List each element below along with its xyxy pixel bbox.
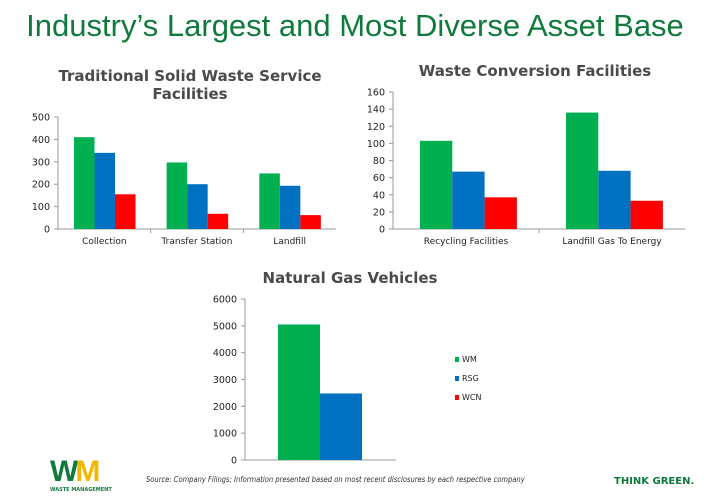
legend-swatch-rsg [455,376,459,381]
y-tick-label: 4000 [213,348,237,359]
x-tick-label: Recycling Facilities [424,237,509,247]
x-tick-label: Transfer Station [160,237,232,247]
chart-title-ngv: Natural Gas Vehicles [262,269,438,287]
y-tick-label: 120 [367,122,385,133]
bar-wcn [207,213,229,229]
y-tick-label: 60 [373,173,385,184]
y-tick-label: 300 [32,157,50,168]
bar-rsg [452,171,485,229]
y-tick-label: 160 [367,88,385,99]
y-tick-label: 20 [373,207,385,218]
x-tick-label: Collection [82,237,127,247]
think-green-tagline: THINK GREEN. [614,476,695,487]
wm-logo: WM WASTE MANAGEMENT [50,455,112,494]
x-tick-label: Landfill Gas To Energy [562,237,662,247]
bar-wm [259,173,280,229]
source-note: Source: Company Filings; Information pre… [146,475,525,484]
y-tick-label: 100 [367,139,385,150]
x-tick-label: Landfill [273,237,306,247]
y-tick-label: 40 [373,190,385,201]
y-tick-label: 80 [373,156,385,167]
bar-rsg [187,184,208,229]
bar-wm [420,140,453,229]
y-tick-label: 500 [32,113,50,124]
chart-title-solid-waste: Traditional Solid Waste Service Faciliti… [58,67,322,103]
bar-wcn [630,200,663,229]
bar-rsg [279,185,301,229]
y-tick-label: 5000 [213,321,237,332]
y-tick-label: 100 [32,202,50,213]
bar-wcn [115,194,136,229]
legend-label-rsg: RSG [462,374,479,383]
bar-rsg [320,393,362,460]
y-tick-label: 0 [379,225,385,236]
bar-wm [166,162,188,229]
bar-rsg [94,152,115,229]
y-tick-label: 140 [367,105,385,116]
y-tick-label: 0 [44,225,50,236]
bar-wm [74,137,95,229]
y-tick-label: 0 [231,456,237,467]
legend-swatch-wcn [455,395,459,400]
slide-title: Industry’s Largest and Most Diverse Asse… [26,8,684,43]
y-tick-label: 400 [32,135,50,146]
bar-wcn [300,215,321,229]
bar-rsg [598,170,631,229]
y-tick-label: 3000 [213,375,237,386]
y-tick-label: 200 [32,180,50,191]
chart-title-conversion: Waste Conversion Facilities [418,62,652,80]
bar-wcn [484,197,517,229]
y-tick-label: 2000 [213,402,237,413]
y-tick-label: 1000 [213,429,237,440]
legend-swatch-wm [455,357,459,362]
bar-wm [566,112,599,229]
bar-wm [278,324,320,460]
legend-label-wm: WM [462,355,477,364]
legend-label-wcn: WCN [462,393,481,402]
y-tick-label: 6000 [213,295,237,306]
